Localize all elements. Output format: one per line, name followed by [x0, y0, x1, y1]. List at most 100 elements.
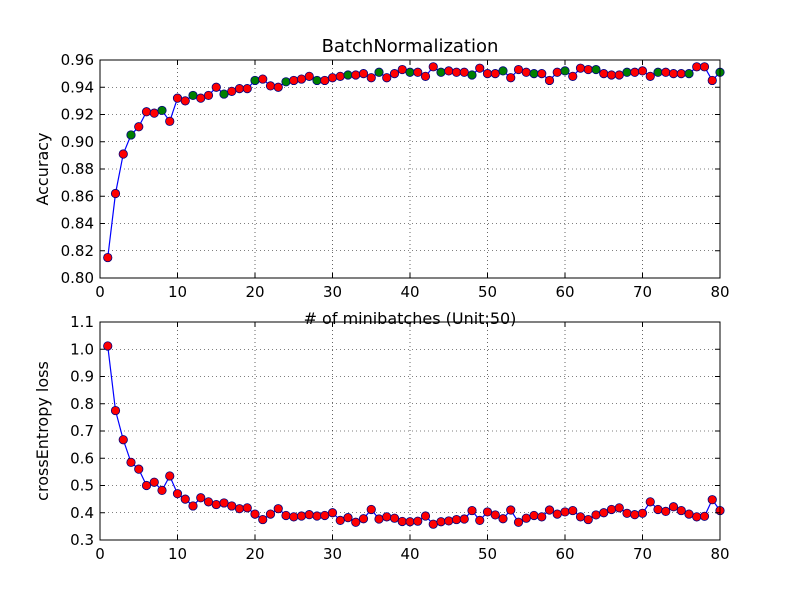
data-point	[289, 75, 299, 86]
x-axis-label: # of minibatches (Unit:50)	[304, 309, 517, 328]
data-point	[405, 517, 415, 527]
data-point	[568, 71, 578, 81]
data-point	[358, 69, 369, 79]
data-point	[513, 64, 524, 75]
data-point	[234, 84, 245, 94]
data-point	[552, 67, 562, 77]
data-point	[653, 504, 663, 515]
data-point	[513, 517, 524, 527]
x-tick-label: 10	[168, 545, 187, 563]
data-point	[599, 69, 609, 79]
x-tick-label: 30	[323, 545, 342, 563]
accuracy-ticks: 0 10 20 30 40 50 60 70 80 0.80 0.82 0.84 0.86 0.88 0.9…	[61, 51, 730, 301]
data-point	[389, 513, 400, 523]
x-tick-label: 10	[168, 283, 187, 301]
data-point	[606, 504, 617, 515]
data-point	[351, 70, 361, 80]
data-point	[490, 510, 500, 520]
data-point	[583, 64, 593, 75]
x-tick-label: 40	[400, 283, 419, 301]
x-tick-label: 20	[245, 545, 264, 563]
data-point	[118, 435, 128, 445]
data-point	[366, 504, 376, 515]
data-point-highlight	[219, 89, 229, 99]
data-point	[661, 67, 671, 77]
data-point	[413, 516, 423, 526]
data-point	[118, 149, 128, 159]
x-tick-label: 0	[95, 545, 105, 563]
data-point-highlight	[622, 67, 632, 77]
loss-ticks: 0 10 20 30 40 50 60 70 80 0.3 0.4 0.5 0.6 0.7 0.8 0.9 1.…	[70, 313, 729, 563]
data-point	[459, 514, 469, 524]
y-tick-label: 0.7	[70, 422, 94, 440]
data-point	[467, 505, 477, 516]
data-point	[444, 66, 454, 76]
y-tick-label: 0.94	[61, 78, 94, 96]
chart-title: BatchNormalization	[322, 36, 499, 57]
data-point-highlight	[405, 67, 415, 77]
data-point	[521, 513, 531, 523]
data-point	[475, 515, 485, 525]
data-point	[575, 512, 586, 522]
data-point	[451, 514, 462, 525]
data-point-highlight	[684, 69, 694, 79]
y-tick-label: 0.92	[61, 106, 94, 124]
y-tick-label: 0.9	[70, 368, 94, 386]
data-point	[444, 516, 454, 526]
x-tick-label: 30	[323, 283, 342, 301]
data-point-highlight	[374, 67, 384, 77]
data-point	[428, 62, 438, 72]
data-point	[599, 508, 609, 518]
data-point	[552, 509, 562, 519]
data-point-highlight	[126, 130, 136, 140]
y-tick-label: 0.90	[61, 133, 94, 151]
data-point	[413, 67, 423, 77]
data-point	[126, 457, 136, 467]
data-point	[296, 511, 307, 521]
data-point	[575, 63, 586, 73]
data-point-highlight	[653, 67, 663, 77]
data-point	[165, 116, 175, 126]
data-point	[707, 495, 717, 505]
x-tick-label: 80	[710, 283, 729, 301]
loss-plot: 0 10 20 30 40 50 60 70 80 0.3 0.4 0.5 0.6 0.7 0.8 0.9 1.…	[33, 313, 730, 563]
data-point	[327, 73, 338, 83]
accuracy-series	[103, 62, 725, 263]
data-point-highlight	[467, 70, 477, 80]
data-point	[537, 512, 547, 522]
data-point	[451, 67, 462, 77]
data-point	[529, 510, 539, 521]
data-point-highlight	[560, 66, 570, 76]
data-point	[234, 504, 245, 514]
data-point	[482, 507, 493, 517]
data-point	[490, 69, 500, 79]
data-point	[614, 503, 624, 513]
data-point	[149, 477, 159, 487]
data-point	[498, 514, 508, 524]
y-tick-label: 0.4	[70, 504, 94, 522]
data-point	[397, 516, 407, 527]
data-point	[668, 69, 679, 79]
y-tick-label: 0.3	[70, 531, 94, 549]
data-point	[544, 75, 555, 86]
data-point	[482, 69, 493, 79]
data-point-highlight	[343, 70, 353, 80]
data-point	[692, 62, 702, 72]
data-point	[196, 93, 206, 103]
data-point	[320, 510, 330, 521]
data-point	[459, 67, 469, 77]
data-point	[296, 74, 307, 84]
data-point	[273, 504, 283, 514]
data-point-highlight	[591, 64, 601, 75]
data-point	[211, 499, 221, 510]
data-point	[141, 107, 152, 117]
data-point	[676, 505, 686, 516]
data-point	[103, 341, 113, 351]
data-point	[110, 188, 121, 199]
loss-series	[103, 341, 725, 529]
data-point	[258, 74, 268, 84]
data-point	[165, 471, 175, 481]
x-tick-label: 80	[710, 545, 729, 563]
x-tick-label: 0	[95, 283, 105, 301]
data-point	[289, 512, 299, 522]
